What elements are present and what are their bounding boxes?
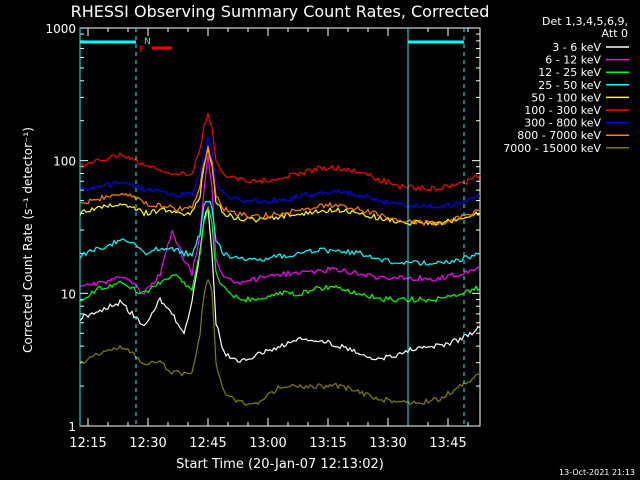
x-tick-label: 12:15 — [69, 436, 106, 451]
y-axis-label: Corrected Count Rate (s⁻¹ detector⁻¹) — [21, 127, 35, 353]
series-line — [79, 205, 481, 303]
legend-label: 12 - 25 keV — [538, 66, 601, 79]
legend-label: 100 - 300 keV — [524, 104, 601, 117]
legend-label: 800 - 7000 keV — [517, 129, 601, 142]
series-line — [79, 155, 481, 295]
x-tick-label: 12:30 — [129, 436, 166, 451]
legend-label: 7000 - 15000 keV — [503, 142, 601, 155]
legend-label: 25 - 50 keV — [538, 79, 601, 92]
x-tick-label: 13:45 — [429, 436, 466, 451]
series-line — [79, 200, 481, 266]
series-line — [79, 205, 481, 363]
series-line — [79, 278, 481, 406]
y-tick-label: 1000 — [45, 22, 76, 36]
x-tick-labels: 12:15 12:30 12:45 13:00 13:15 13:30 13:45 — [69, 436, 466, 451]
x-tick-label: 13:15 — [309, 436, 346, 451]
legend-header-line-2: Att 0 — [602, 27, 628, 40]
legend-label: 300 - 800 keV — [524, 117, 601, 130]
f-flag-label: F — [139, 45, 144, 55]
y-tick-label: 10 — [61, 287, 76, 301]
legend-header-line-1: Det 1,3,4,5,6,9, — [542, 15, 628, 28]
series-line — [79, 113, 481, 192]
legend-label: 50 - 100 keV — [531, 91, 601, 104]
x-tick-label: 13:00 — [249, 436, 286, 451]
series-line — [79, 145, 481, 227]
chart-title: RHESSI Observing Summary Count Rates, Co… — [71, 2, 490, 21]
observing-markers: N F — [79, 28, 465, 426]
x-tick-label: 13:30 — [369, 436, 406, 451]
x-axis-label: Start Time (20-Jan-07 12:13:02) — [176, 457, 384, 472]
n-flag-label: N — [144, 37, 151, 47]
legend-label: 3 - 6 keV — [552, 41, 601, 54]
y-tick-label: 1 — [68, 420, 76, 434]
legend-label: 6 - 12 keV — [545, 54, 601, 67]
y-tick-label: 100 — [53, 155, 76, 169]
axis-ticks — [80, 28, 480, 427]
series-layer — [79, 113, 481, 406]
x-tick-label: 12:45 — [189, 436, 226, 451]
series-line — [79, 134, 481, 209]
footer-date: 13-Oct-2021 21:13 — [559, 468, 635, 477]
y-tick-labels: 1 10 100 1000 — [45, 22, 76, 434]
